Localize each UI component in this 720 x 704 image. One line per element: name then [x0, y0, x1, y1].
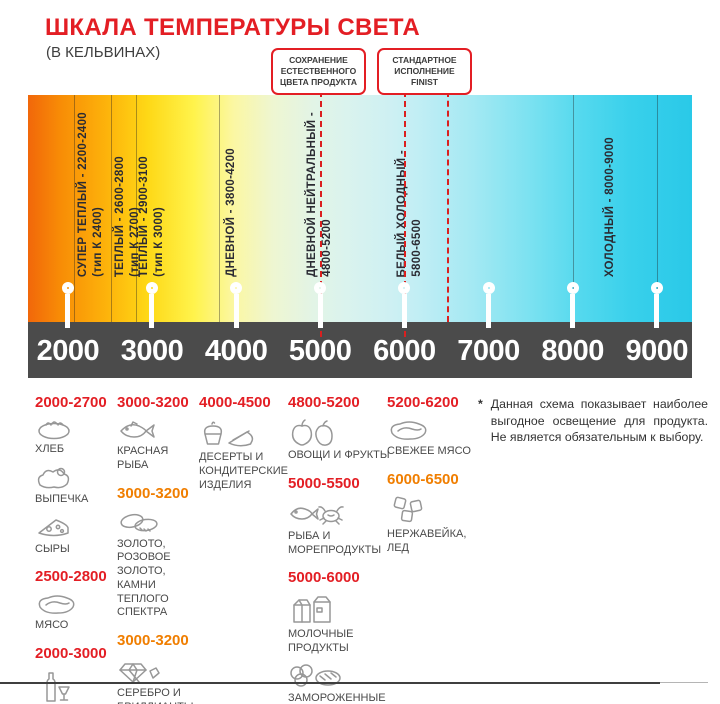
dashed-marker-6500	[446, 91, 449, 322]
bottom-divider	[0, 682, 660, 684]
zone-label-warm-3000: ТЕПЛЫЙ - 2900-3100 (тип К 3000)	[138, 155, 166, 277]
page-subtitle: (В КЕЛЬВИНАХ)	[46, 44, 161, 61]
product-item: ДЕСЕРТЫ И КОНДИТЕРСКИЕ ИЗДЕЛИЯ	[199, 418, 291, 492]
product-item: КРАСНАЯ РЫБА	[117, 418, 201, 473]
guide-line	[218, 95, 220, 322]
temp-range: 6000-6500	[387, 470, 459, 488]
axis-tick-label: 3000	[120, 335, 184, 367]
zone-label-super-warm: СУПЕР ТЕПЛЫЙ - 2200-2400 (тип К 2400)	[77, 111, 105, 277]
produce-icon	[291, 419, 333, 446]
pastry-icon	[37, 467, 70, 489]
bottom-divider-light	[660, 682, 708, 683]
product-column-1: 2000-2700 ХЛЕБ ВЫПЕЧКА СЫРЫ 2500-2800	[35, 394, 115, 704]
dairy-icon	[293, 596, 331, 623]
scale-pin-marker	[314, 282, 327, 328]
product-column-5: 5200-6200 СВЕЖЕЕ МЯСО 6000-6500 НЕРЖАВЕЙ…	[387, 394, 482, 562]
product-item: МОЛОЧНЫЕ ПРОДУКТЫ	[288, 593, 390, 656]
temperature-scale: СУПЕР ТЕПЛЫЙ - 2200-2400 (тип К 2400) ТЕ…	[28, 91, 692, 378]
diamond-icon	[119, 663, 160, 683]
page-title: ШКАЛА ТЕМПЕРАТУРЫ СВЕТА	[45, 14, 420, 41]
product-column-4: 4800-5200 ОВОЩИ И ФРУКТЫ 5000-5500 РЫБА …	[288, 394, 390, 704]
scale-pin-marker	[566, 282, 579, 328]
scale-pin-marker	[230, 282, 243, 328]
temp-range: 4800-5200	[288, 394, 360, 411]
callout-natural-color: СОХРАНЕНИЕ ЕСТЕСТВЕННОГО ЦВЕТА ПРОДУКТА	[271, 48, 366, 96]
color-gradient-bar: СУПЕР ТЕПЛЫЙ - 2200-2400 (тип К 2400) ТЕ…	[28, 91, 692, 337]
axis-tick-label: 8000	[541, 335, 604, 367]
callout-standard-finist: СТАНДАРТНОЕ ИСПОЛНЕНИЕ FINIST	[377, 48, 472, 96]
axis-tick-label: 9000	[625, 335, 689, 367]
guide-line	[135, 95, 137, 322]
temp-range: 2000-3000	[35, 645, 107, 662]
guide-line	[572, 95, 574, 322]
zone-label-daylight: ДНЕВНОЙ - 3800-4200	[224, 148, 237, 277]
product-item: ЗАМОРОЖЕННЫЕ ПОЛУФАБРИКАТЫ	[288, 663, 390, 704]
meat-icon	[38, 595, 75, 615]
temp-range: 3000-3200	[117, 484, 189, 502]
temp-range: 2500-2800	[35, 568, 107, 586]
guide-line	[74, 95, 76, 322]
fresh-meat-icon	[390, 421, 427, 440]
product-item: СВЕЖЕЕ МЯСО	[387, 418, 482, 459]
axis-tick-label: 6000	[373, 335, 436, 367]
axis-tick-label: 5000	[288, 335, 352, 367]
footnote-text: Данная схема показывает наиболее выгодно…	[490, 397, 708, 445]
axis-tick-label: 2000	[36, 335, 100, 367]
frozen-food-icon	[290, 664, 341, 687]
scale-pin-marker	[145, 282, 158, 328]
bread-icon	[38, 421, 70, 440]
product-column-3: 4000-4500 ДЕСЕРТЫ И КОНДИТЕРСКИЕ ИЗДЕЛИЯ	[199, 394, 291, 499]
footnote: * Данная схема показывает наиболее выгод…	[478, 396, 708, 446]
cheese-icon	[38, 518, 69, 536]
scale-pin-marker	[398, 282, 411, 328]
axis-tick-label: 4000	[204, 335, 268, 367]
product-item: СЫРЫ	[35, 514, 115, 557]
guide-line	[111, 95, 112, 322]
temp-range: 5000-5500	[288, 474, 360, 492]
product-item: РЫБА И МОРЕПРОДУКТЫ	[288, 499, 390, 558]
kelvin-axis-bar: 2000 3000 4000 5000 6000 7000 8000 9000	[28, 322, 692, 378]
product-column-2: 3000-3200 КРАСНАЯ РЫБА 3000-3200 ЗОЛОТО,…	[117, 394, 201, 704]
temp-range: 3000-3200	[117, 394, 189, 411]
scale-pin-marker	[650, 282, 663, 328]
product-item: ВЫПЕЧКА	[35, 464, 115, 507]
guide-line	[656, 95, 658, 322]
fish-icon	[120, 421, 155, 438]
product-item: АКОГОЛЬ	[35, 669, 115, 704]
rings-icon	[120, 513, 158, 532]
zone-label-cold: ХОЛОДНЫЙ - 8000-9000	[604, 136, 617, 277]
footnote-asterisk: *	[478, 397, 483, 411]
scale-pin-marker	[61, 282, 74, 328]
temp-range: 5200-6200	[387, 394, 459, 411]
scale-pin-marker	[482, 282, 495, 328]
dashed-marker-6000	[404, 91, 407, 337]
temp-range: 2000-2700	[35, 394, 107, 411]
seafood-icon	[290, 505, 344, 525]
temp-range: 3000-3200	[117, 632, 189, 649]
dashed-marker-5000	[320, 91, 323, 337]
ice-icon	[393, 496, 423, 522]
alcohol-icon	[46, 672, 70, 702]
product-item: МЯСО	[35, 592, 115, 633]
product-item: ЗОЛОТО, РОЗОВОЕ ЗОЛОТО, КАМНИ ТЕПЛОГО СП…	[117, 509, 201, 621]
temp-range: 4000-4500	[199, 394, 271, 411]
product-item: ХЛЕБ	[35, 418, 115, 457]
product-item: ОВОЩИ И ФРУКТЫ	[288, 418, 390, 463]
product-item: НЕРЖАВЕЙКА, ЛЕД	[387, 495, 482, 556]
desserts-icon	[203, 421, 254, 447]
axis-tick-label: 7000	[457, 335, 520, 367]
zone-label-white-cold: БЕЛЫЙ ХОЛОДНЫЙ - 5800-6500	[395, 149, 424, 277]
product-item: СЕРЕБРО И БРИЛЛИАНТЫ	[117, 656, 201, 704]
temp-range: 5000-6000	[288, 569, 360, 587]
